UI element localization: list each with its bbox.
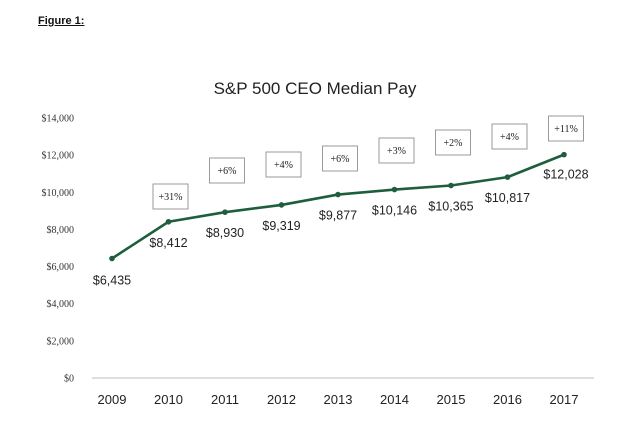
- growth-annotation: +4%: [265, 151, 302, 178]
- data-point: [448, 182, 454, 189]
- data-point: [335, 191, 341, 198]
- x-tick-label: 2017: [550, 392, 579, 407]
- data-point: [222, 209, 228, 215]
- x-tick-label: 2010: [154, 392, 183, 407]
- data-labels: $6,435 $8,412 $8,930 $9,319 $9,877 $10,146 $10…: [93, 168, 589, 288]
- data-point: [278, 202, 285, 208]
- data-point: [109, 255, 115, 262]
- growth-box: [378, 137, 415, 164]
- growth-box: [548, 115, 584, 142]
- growth-annotation: +31%: [152, 183, 189, 210]
- y-tick-label: $14,000: [42, 114, 75, 125]
- series-ceo-median-pay: [109, 151, 567, 262]
- growth-label: +2%: [444, 138, 463, 149]
- x-axis: 2009 2010 2011 2012 2013 2014 2015 2016 2017: [92, 377, 594, 407]
- growth-annotation: +6%: [209, 157, 245, 184]
- x-tick-label: 2011: [211, 392, 239, 407]
- chart-title: S&P 500 CEO Median Pay: [214, 79, 417, 98]
- growth-label: +11%: [554, 124, 578, 135]
- data-point: [391, 186, 398, 193]
- growth-box: [209, 157, 245, 184]
- value-label: $9,319: [262, 219, 300, 233]
- data-point: [504, 174, 511, 180]
- growth-annotation: +4%: [491, 123, 528, 150]
- y-tick-label: $2,000: [47, 336, 75, 347]
- growth-box: [322, 145, 358, 172]
- value-label: $10,365: [428, 200, 473, 214]
- growth-label: +4%: [274, 160, 293, 171]
- value-label: $10,817: [485, 191, 530, 205]
- growth-annotation: +11%: [548, 115, 584, 142]
- growth-label: +6%: [218, 166, 237, 177]
- growth-annotation: +3%: [378, 137, 415, 164]
- y-tick-label: $4,000: [47, 299, 75, 310]
- y-axis: $0 $2,000 $4,000 $6,000 $8,000 $10,000 $12,000…: [42, 114, 75, 385]
- y-tick-label: $12,000: [42, 151, 75, 162]
- figure-caption: Figure 1:: [38, 15, 85, 27]
- growth-annotation: +6%: [322, 145, 358, 172]
- growth-label: +4%: [500, 132, 519, 143]
- growth-box: [152, 183, 189, 210]
- y-tick-label: $6,000: [47, 262, 75, 273]
- value-label: $10,146: [372, 204, 417, 218]
- value-label: $12,028: [543, 168, 588, 182]
- data-point: [561, 151, 567, 158]
- growth-label: +6%: [331, 154, 350, 165]
- growth-box: [435, 129, 471, 156]
- value-label: $8,412: [149, 236, 187, 250]
- y-tick-label: $0: [64, 374, 74, 385]
- value-label: $6,435: [93, 273, 131, 287]
- growth-label: +3%: [387, 146, 406, 157]
- growth-annotations: +31% +6% +4% +6% +3% +2% +4% +11%: [152, 115, 584, 210]
- x-tick-label: 2014: [380, 392, 409, 407]
- x-tick-label: 2012: [267, 392, 296, 407]
- x-tick-label: 2016: [493, 392, 522, 407]
- data-point: [165, 218, 172, 225]
- x-tick-label: 2015: [437, 392, 466, 407]
- growth-label: +31%: [159, 192, 183, 203]
- x-tick-label: 2013: [324, 392, 353, 407]
- y-tick-label: $8,000: [47, 225, 75, 236]
- y-tick-label: $10,000: [42, 188, 75, 199]
- growth-box: [265, 151, 302, 178]
- value-label: $8,930: [206, 226, 244, 240]
- growth-annotation: +2%: [435, 129, 471, 156]
- x-tick-label: 2009: [98, 392, 127, 407]
- value-label: $9,877: [319, 209, 357, 223]
- growth-box: [491, 123, 528, 150]
